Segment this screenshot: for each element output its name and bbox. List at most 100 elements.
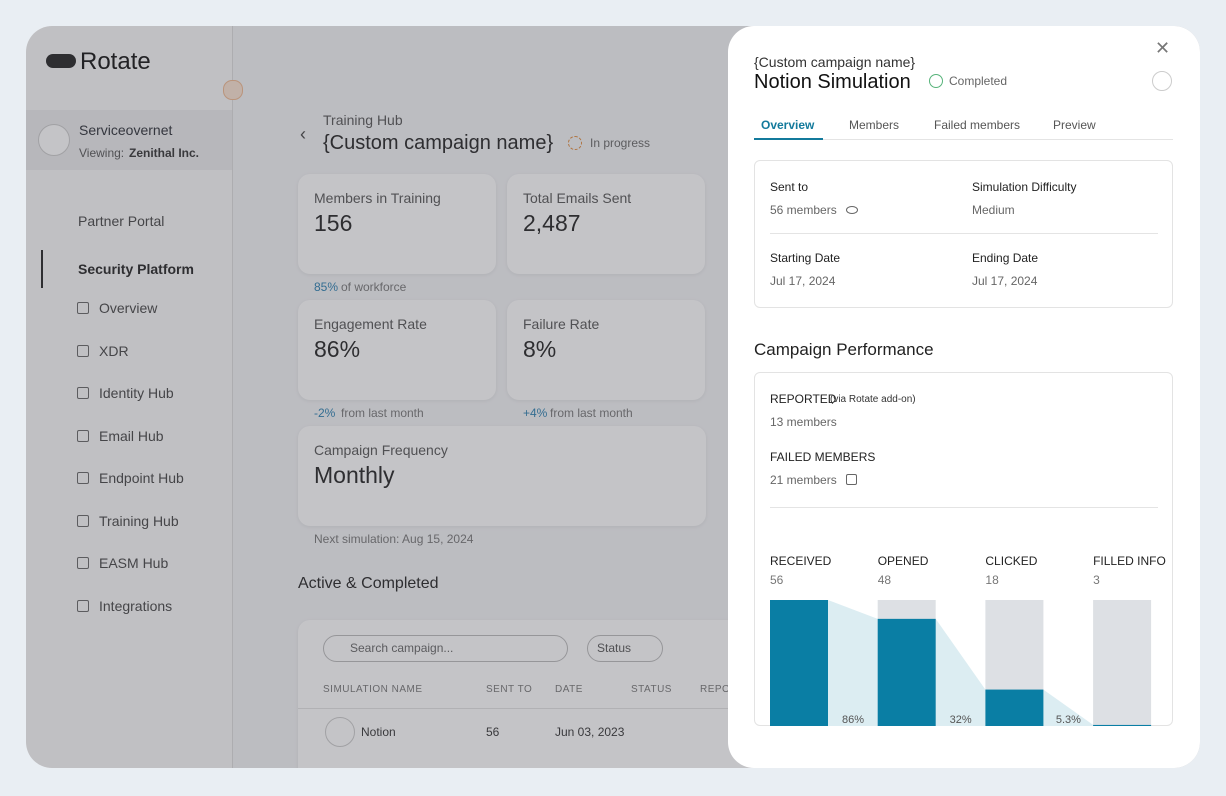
search-placeholder: Search campaign... xyxy=(350,641,454,655)
stat-card: Engagement Rate 86% xyxy=(298,300,496,400)
nav-item[interactable]: Security Platform xyxy=(78,261,194,277)
app-icon xyxy=(325,717,355,747)
performance-title: Campaign Performance xyxy=(754,340,934,359)
detail-value: Jul 17, 2024 xyxy=(972,274,1038,288)
detail-value: Jul 17, 2024 xyxy=(770,274,836,288)
stat-card: Failure Rate 8% xyxy=(507,300,705,400)
bar xyxy=(985,689,1044,726)
stat-value: 2,487 xyxy=(523,210,581,236)
eye-icon[interactable] xyxy=(846,206,858,214)
conversion-rate: 5.3% xyxy=(1056,714,1081,726)
subnav-item[interactable]: Training Hub xyxy=(99,512,179,529)
stat-note: from last month xyxy=(341,406,424,420)
panel-title: Notion Simulation xyxy=(754,71,911,93)
bar xyxy=(770,600,828,726)
subnav-item[interactable]: Endpoint Hub xyxy=(99,470,184,486)
stat-value: Monthly xyxy=(314,462,395,488)
detail-label: Sent to xyxy=(770,180,809,194)
stat-change: -2% xyxy=(314,406,336,420)
reported-label: REPORTED xyxy=(770,392,837,406)
detail-value: 56 members xyxy=(770,203,837,217)
tab[interactable]: Failed members xyxy=(934,118,1021,132)
stage-label: CLICKED xyxy=(985,554,1037,568)
column-header: REPO xyxy=(700,684,731,695)
details-box xyxy=(754,160,1173,308)
stage-label: FILLED INFO xyxy=(1093,554,1166,568)
stat-change: +4% xyxy=(523,406,548,420)
stat-note: from last month xyxy=(550,406,633,420)
stage-count: 3 xyxy=(1093,573,1100,587)
nav-icon xyxy=(77,344,89,357)
close-button[interactable]: ✕ xyxy=(1155,38,1171,58)
sidebar: Rotate Serviceovernet Viewing: Zenithal … xyxy=(26,26,233,768)
stage-count: 48 xyxy=(878,573,892,587)
failed-label: FAILED MEMBERS xyxy=(770,450,876,464)
page-title: {Custom campaign name} xyxy=(323,132,554,154)
status-icon xyxy=(568,136,582,150)
bar xyxy=(1093,724,1152,726)
funnel-flow xyxy=(935,618,986,726)
stat-change: 85% xyxy=(314,280,339,294)
stat-value: 156 xyxy=(314,210,353,236)
funnel-flow xyxy=(828,600,878,726)
completed-icon xyxy=(929,74,943,88)
bar xyxy=(877,618,936,726)
open-link-icon[interactable] xyxy=(846,474,857,485)
stat-label: Failure Rate xyxy=(523,316,600,332)
column-header: SENT TO xyxy=(486,684,533,695)
detail-label: Ending Date xyxy=(972,251,1039,265)
tab[interactable]: Preview xyxy=(1053,118,1096,132)
stat-value: 86% xyxy=(314,336,361,362)
stat-card: Total Emails Sent 2,487 xyxy=(507,174,705,274)
subnav-item[interactable]: Email Hub xyxy=(99,427,164,444)
search-box[interactable] xyxy=(323,635,568,662)
nav-active-bar xyxy=(41,250,43,288)
collapse-button[interactable] xyxy=(223,80,243,100)
stat-label: Members in Training xyxy=(314,190,441,206)
org-name: Serviceovernet xyxy=(79,122,173,138)
cell: 56 xyxy=(486,725,500,739)
tab[interactable]: Overview xyxy=(761,118,815,132)
subnav-item[interactable]: EASM Hub xyxy=(99,555,169,571)
funnel-flow xyxy=(1043,689,1094,726)
reported-note: (via Rotate add-on) xyxy=(830,394,916,405)
tab-underline xyxy=(754,138,823,140)
subnav-item[interactable]: XDR xyxy=(99,342,129,359)
subnav-item[interactable]: Overview xyxy=(99,300,158,316)
breadcrumb: Training Hub xyxy=(323,112,403,128)
column-header: DATE xyxy=(555,684,583,695)
nav-icon xyxy=(77,302,89,314)
status-filter[interactable] xyxy=(587,635,663,662)
nav-icon xyxy=(77,599,89,612)
cell: Notion xyxy=(361,725,396,739)
nav-icon xyxy=(77,387,89,399)
status: In progress xyxy=(590,136,651,150)
logo-mark xyxy=(46,54,76,68)
export-button[interactable] xyxy=(1152,71,1172,91)
stat-label: Total Emails Sent xyxy=(523,190,632,206)
section-title: Active & Completed xyxy=(298,575,439,592)
back-arrow[interactable]: ‹ xyxy=(300,124,306,144)
status-filter-label: Status xyxy=(597,641,632,655)
viewing-label: Viewing: xyxy=(79,146,125,160)
perf-divider xyxy=(770,507,1158,508)
stage-label: OPENED xyxy=(878,554,929,568)
nav-icon xyxy=(77,429,89,442)
nav-icon xyxy=(77,514,89,527)
column-header: SIMULATION NAME xyxy=(323,684,423,695)
tab[interactable]: Members xyxy=(849,118,900,132)
reported-value: 13 members xyxy=(770,415,837,429)
stage-label: RECEIVED xyxy=(770,554,832,568)
nav-item[interactable]: Partner Portal xyxy=(78,213,165,229)
brand: Rotate xyxy=(80,48,151,75)
table-panel: Search campaign... Status SIMULATION NAM… xyxy=(298,620,768,768)
panel-status: Completed xyxy=(949,74,1008,88)
funnel-chart: RECEIVED 56 OPENED 48 CLICKED 18 FILLED INFO 3 8… xyxy=(770,554,1166,726)
details-divider xyxy=(770,233,1158,234)
side-panel: ✕ {Custom campaign name} Notion Simulati… xyxy=(728,26,1200,768)
stat-label: Engagement Rate xyxy=(314,316,427,332)
subnav-item[interactable]: Integrations xyxy=(99,597,173,614)
subnav-item[interactable]: Identity Hub xyxy=(99,385,174,401)
app-frame: Rotate Serviceovernet Viewing: Zenithal … xyxy=(26,26,1200,768)
